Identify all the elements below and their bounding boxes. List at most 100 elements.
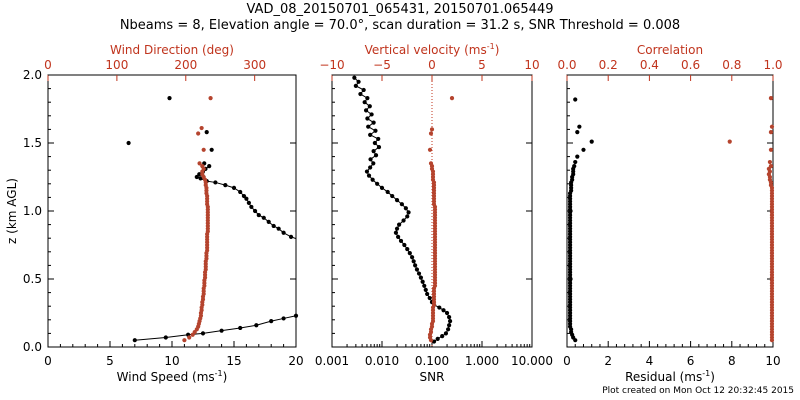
red-data-point	[769, 124, 775, 129]
red-data-point	[428, 131, 434, 136]
black-data-point	[249, 204, 254, 210]
red-data-point	[429, 127, 435, 132]
bottom-tick-label: 6	[687, 354, 695, 368]
black-data-point	[373, 153, 379, 158]
black-data-point	[238, 189, 243, 195]
black-data-point	[397, 222, 402, 227]
black-data-point	[416, 271, 422, 276]
series-line-segment	[240, 324, 257, 329]
black-data-point	[401, 218, 406, 223]
black-data-point	[376, 136, 381, 142]
bottom-axis-label: Residual (ms-1)	[625, 369, 715, 384]
top-tick-label: 10	[524, 58, 539, 72]
red-data-point	[768, 147, 774, 152]
black-data-point	[200, 331, 206, 336]
black-data-point	[223, 183, 228, 188]
black-data-point	[425, 291, 430, 297]
red-data-point	[187, 335, 192, 340]
plot-created-footer: Plot created on Mon Oct 12 20:32:45 2015	[602, 386, 794, 396]
bottom-tick-label: 2	[604, 354, 612, 368]
red-data-point	[200, 164, 205, 169]
bottom-tick-label: 8	[728, 354, 736, 368]
bottom-tick-label: 0.001	[315, 354, 349, 368]
black-data-point	[573, 97, 578, 102]
black-data-point	[444, 310, 450, 316]
black-data-point	[575, 130, 580, 135]
black-data-point	[440, 334, 445, 339]
black-data-point	[427, 295, 432, 301]
black-data-point	[379, 185, 385, 190]
y-tick-label: 1.5	[23, 136, 42, 150]
black-data-point	[293, 313, 299, 318]
black-data-point	[394, 226, 400, 231]
series-line-segment	[165, 334, 189, 338]
black-data-point	[352, 75, 357, 80]
black-data-point	[447, 314, 452, 320]
black-data-point	[447, 319, 453, 324]
black-data-point	[281, 230, 286, 235]
black-data-point	[367, 104, 372, 109]
top-tick-label: 0	[44, 58, 52, 72]
black-data-point	[423, 287, 428, 292]
black-data-point	[411, 259, 416, 264]
black-data-point	[231, 185, 237, 190]
black-data-point	[371, 161, 376, 166]
red-data-point	[197, 161, 202, 166]
black-data-point	[254, 323, 259, 328]
black-data-point	[244, 196, 249, 201]
panel-1-frame	[47, 74, 297, 348]
red-data-point	[449, 96, 455, 101]
black-data-point	[573, 159, 578, 165]
red-data-point	[767, 159, 773, 165]
red-data-point	[768, 96, 774, 101]
black-data-point	[369, 112, 374, 117]
black-data-point	[385, 189, 390, 195]
red-data-point	[768, 164, 774, 169]
series-line-segment	[256, 320, 272, 326]
black-data-point	[365, 116, 370, 121]
black-data-point	[204, 130, 209, 135]
black-data-point	[281, 316, 286, 321]
black-data-point	[353, 83, 358, 88]
bottom-tick-label: 1.000	[465, 354, 499, 368]
black-data-point	[402, 242, 407, 248]
black-data-point	[356, 79, 361, 84]
black-data-point	[167, 96, 172, 101]
y-tick-label: 0.0	[23, 340, 42, 354]
series-line-segment	[271, 317, 284, 322]
black-data-point	[370, 177, 375, 182]
bottom-tick-label: 0.100	[415, 354, 449, 368]
bottom-tick-label: 10	[765, 354, 780, 368]
black-data-point	[406, 210, 411, 215]
top-tick-label: 200	[174, 58, 197, 72]
black-data-point	[361, 87, 366, 93]
top-tick-label: 5	[478, 58, 486, 72]
red-data-point	[768, 130, 774, 135]
series-line-segment	[202, 330, 222, 334]
black-data-point	[365, 96, 370, 101]
red-data-point	[199, 125, 204, 131]
chart-title: VAD_08_20150701_065431, 20150701.065449	[246, 2, 554, 17]
black-data-point	[271, 223, 276, 229]
black-data-point	[132, 338, 137, 343]
black-data-point	[399, 202, 404, 207]
black-data-point	[413, 263, 418, 268]
black-data-point	[405, 214, 410, 219]
red-data-point	[182, 338, 187, 343]
top-tick-label: 0.2	[599, 58, 618, 72]
black-data-point	[441, 308, 446, 313]
y-tick-label: 2.0	[23, 68, 42, 82]
black-data-point	[396, 234, 401, 239]
top-tick-label: 0.8	[722, 58, 741, 72]
bottom-tick-label: 0	[44, 354, 52, 368]
black-data-point	[577, 124, 582, 129]
black-data-point	[366, 124, 371, 129]
black-data-point	[420, 279, 425, 284]
bottom-axis-label: SNR	[420, 370, 445, 384]
black-data-point	[126, 140, 131, 146]
black-data-point	[366, 173, 372, 178]
red-data-point	[427, 147, 433, 152]
black-data-point	[207, 164, 212, 169]
top-tick-label: 0.6	[681, 58, 700, 72]
